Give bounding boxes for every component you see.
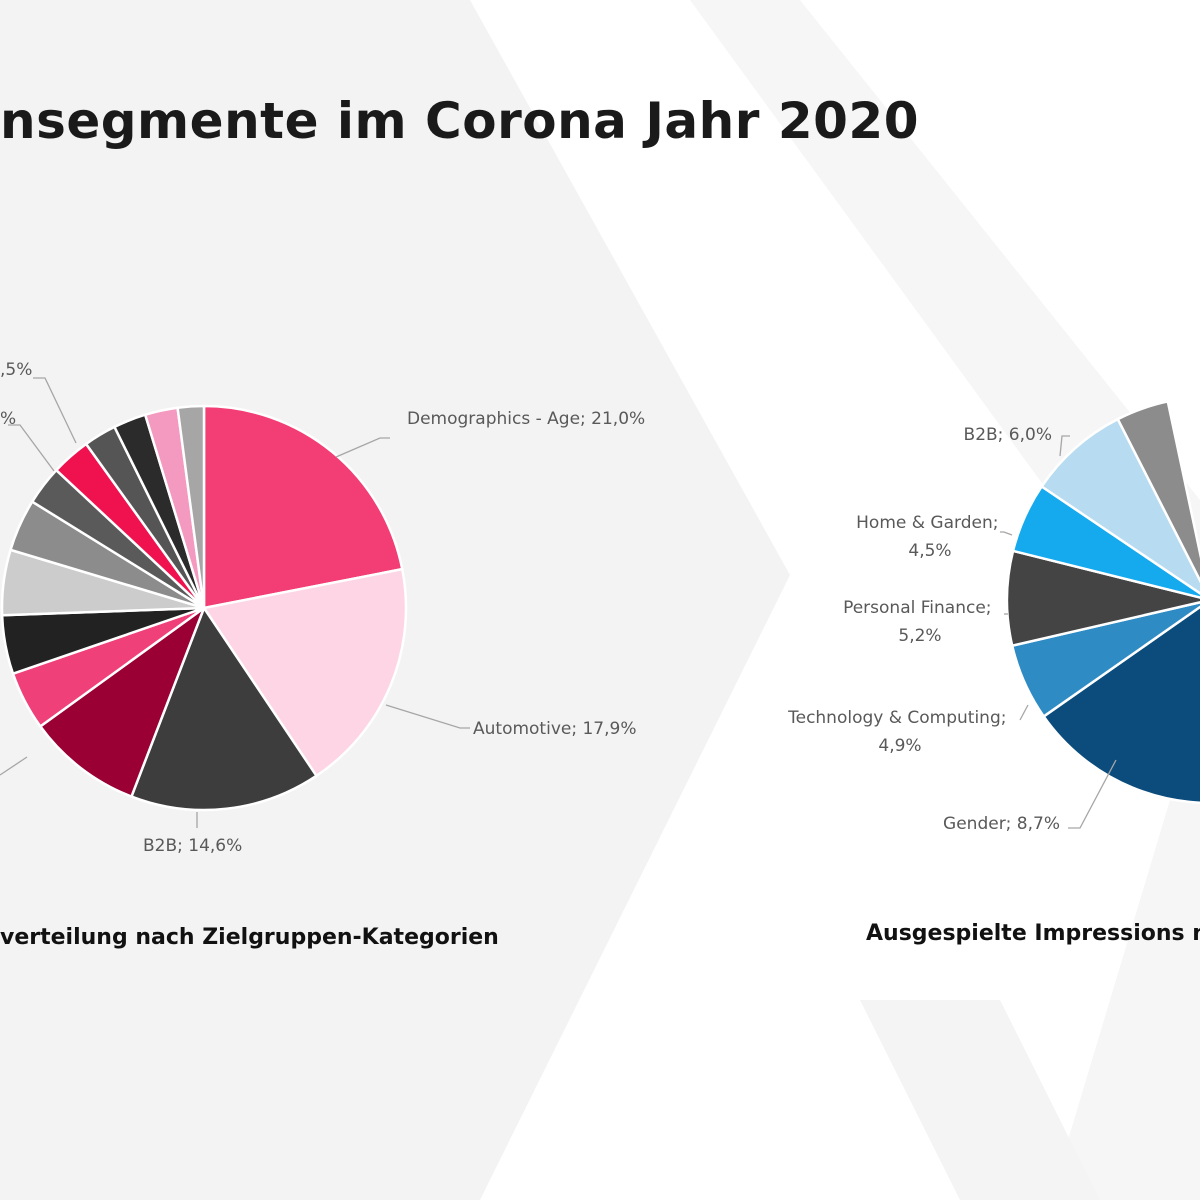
- label-home-garden: Home & Garden; 4,5%: [856, 513, 1004, 561]
- left-pie-slice-2: [130, 606, 318, 812]
- background-chevron-bottom: [860, 1000, 1100, 1200]
- label-technology-computing: Technology & Computing; 4,9%: [787, 708, 1012, 756]
- label-partial-top-1: ,5%: [0, 360, 32, 380]
- label-gender: Gender; 8,7%: [943, 814, 1060, 834]
- label-demographics-age: Demographics - Age; 21,0%: [407, 409, 645, 429]
- label-gender-line-1: Gender; 8,7%: [943, 814, 1060, 834]
- label-technology-line-1: Technology & Computing;: [787, 708, 1006, 728]
- label-personal-finance-line-2: 5,2%: [898, 626, 941, 646]
- right-pie-slice-1: [1042, 605, 1200, 804]
- caption-left-chart: verteilung nach Zielgruppen-Kategorien: [0, 925, 499, 950]
- label-partial-top-2: %: [0, 409, 16, 429]
- leader-line-lower-left: [0, 756, 28, 776]
- label-home-garden-line-2: 4,5%: [908, 541, 951, 561]
- right-pie-slice-5: [1040, 417, 1200, 595]
- leader-line-top-1: [33, 377, 77, 444]
- leader-lines-right: [1000, 435, 1117, 829]
- background-chevron-right: [690, 0, 1200, 1200]
- caption-right-chart: Ausgespielte Impressions n: [866, 921, 1200, 946]
- right-pie-slice-6: [1116, 400, 1200, 584]
- label-b2b-right-line-1: B2B; 6,0%: [964, 425, 1052, 445]
- label-technology-line-2: 4,9%: [878, 736, 921, 756]
- label-home-garden-line-1: Home & Garden;: [856, 513, 998, 533]
- left-pie-slice-13: [176, 404, 206, 610]
- leader-lines-left: [0, 377, 470, 828]
- label-b2b-right: B2B; 6,0%: [964, 425, 1052, 445]
- left-pie-slice-3: [39, 606, 206, 798]
- leader-line-b2b-right: [1059, 435, 1070, 457]
- label-b2b: B2B; 14,6%: [143, 836, 242, 856]
- leader-line-top-2: [8, 424, 55, 472]
- leader-line-automotive: [385, 704, 470, 729]
- page-title: nsegmente im Corona Jahr 2020: [0, 92, 919, 150]
- left-pie-slice-1: [202, 567, 408, 778]
- leader-line-gender: [1068, 759, 1117, 829]
- right-pie-slice-3: [1005, 549, 1200, 647]
- label-personal-finance-line-1: Personal Finance;: [843, 598, 991, 618]
- leader-line-demographics: [335, 437, 390, 458]
- leader-line-home-garden: [1000, 531, 1013, 536]
- left-pie-slice-0: [202, 404, 404, 610]
- label-personal-finance: Personal Finance; 5,2%: [843, 598, 997, 646]
- label-automotive: Automotive; 17,9%: [473, 719, 636, 739]
- leader-line-technology: [1019, 704, 1029, 721]
